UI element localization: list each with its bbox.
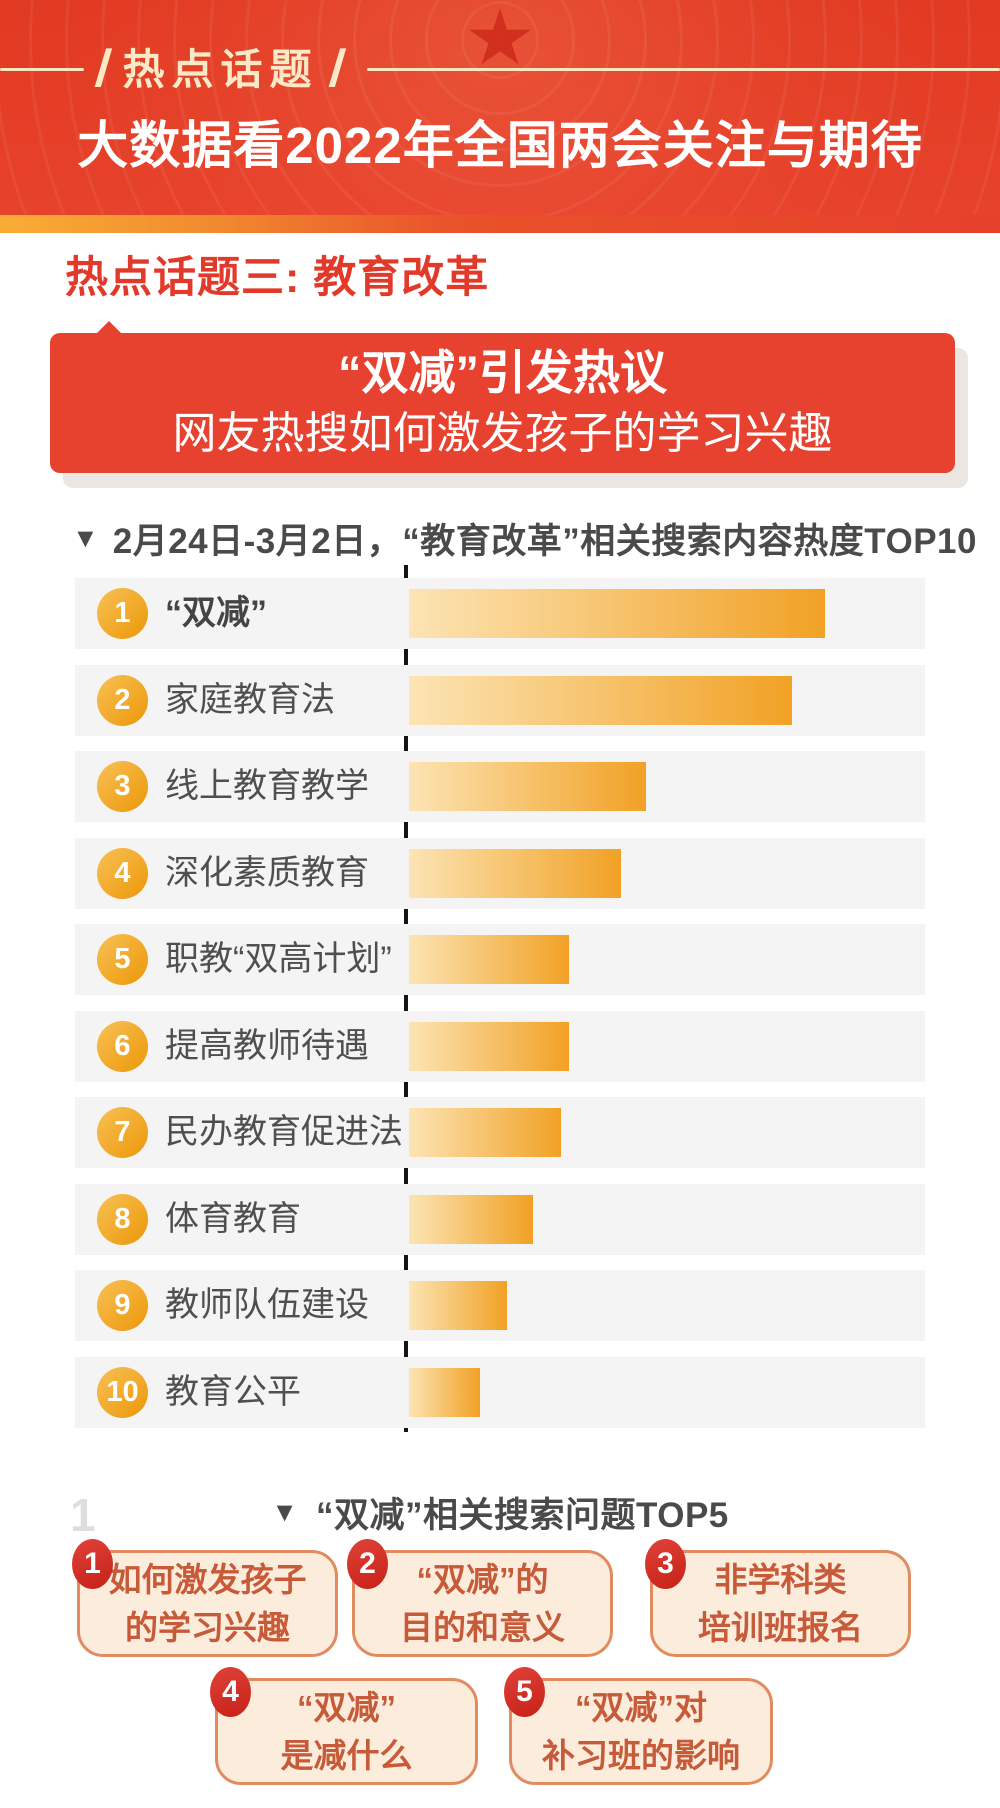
chart-row: 5 职教“双高计划”	[75, 924, 925, 995]
question-card: 2 “双减”的 目的和意义	[347, 1539, 613, 1657]
rank-badge: 9	[97, 1280, 148, 1331]
heat-bar	[409, 935, 569, 984]
heat-bar	[409, 676, 792, 725]
heat-bar	[409, 762, 646, 811]
slash-decoration: /	[92, 40, 114, 98]
section-title: 热点话题三: 教育改革	[65, 254, 490, 302]
tagline-label: 热点话题	[122, 46, 319, 93]
callout-subline: 网友热搜如何激发孩子的学习兴趣	[172, 408, 833, 458]
chart-row: 4 深化素质教育	[75, 838, 925, 909]
row-label: 职教“双高计划”	[165, 940, 392, 978]
row-label: 家庭教育法	[165, 681, 335, 719]
rank-badge: 6	[97, 1021, 148, 1072]
question-card: 5 “双减”对 补习班的影响	[504, 1667, 773, 1785]
chart-title-text: 2月24日-3月2日，“教育改革”相关搜索内容热度TOP10	[112, 522, 977, 561]
question-rank-badge: 1	[72, 1539, 113, 1589]
question-rank-badge: 4	[210, 1667, 251, 1717]
triangle-marker-icon: ▼	[271, 1497, 298, 1527]
question-card: 3 非学科类 培训班报名	[645, 1539, 911, 1657]
header: / 热点话题 / 大数据看2022年全国两会关注与期待	[0, 0, 1000, 215]
question-text: 非学科类 培训班报名	[698, 1560, 863, 1646]
heat-bar	[409, 1022, 569, 1071]
row-label: 体育教育	[165, 1200, 301, 1238]
callout-pointer	[96, 321, 122, 334]
question-card: 1 如何激发孩子 的学习兴趣	[72, 1539, 338, 1657]
rank-badge: 4	[97, 848, 148, 899]
page-title: 大数据看2022年全国两会关注与期待	[77, 117, 923, 174]
questions-title-text: “双减”相关搜索问题TOP5	[315, 1496, 729, 1535]
question-rank-badge: 3	[645, 1539, 686, 1589]
faint-watermark: 1	[70, 1489, 96, 1541]
gradient-stripe	[0, 215, 1000, 233]
question-text: “双减”对 补习班的影响	[542, 1688, 740, 1774]
rank-badge: 2	[97, 675, 148, 726]
chart-row: 10 教育公平	[75, 1357, 925, 1428]
triangle-marker-icon: ▼	[72, 523, 99, 553]
chart-row: 8 体育教育	[75, 1184, 925, 1255]
tagline-row: / 热点话题 /	[0, 40, 1000, 98]
heat-bar	[409, 1108, 561, 1157]
chart-row: 2 家庭教育法	[75, 665, 925, 736]
rank-badge: 5	[97, 934, 148, 985]
callout-banner: “双减”引发热议 网友热搜如何激发孩子的学习兴趣	[50, 321, 955, 473]
questions-title: ▼ “双减”相关搜索问题TOP5	[0, 1487, 1000, 1538]
chart-row: 1 “双减”	[75, 578, 925, 649]
chart-title: ▼ 2月24日-3月2日，“教育改革”相关搜索内容热度TOP10	[72, 513, 977, 564]
row-label: 深化素质教育	[165, 854, 369, 892]
row-label: 提高教师待遇	[165, 1027, 369, 1065]
rank-badge: 3	[97, 761, 148, 812]
question-text: “双减”的 目的和意义	[400, 1560, 565, 1646]
chart-row: 9 教师队伍建设	[75, 1270, 925, 1341]
chart-row: 3 线上教育教学	[75, 751, 925, 822]
rank-badge: 1	[97, 588, 148, 639]
question-rank-badge: 2	[347, 1539, 388, 1589]
slash-decoration: /	[327, 40, 348, 98]
chart-row: 7 民办教育促进法	[75, 1097, 925, 1168]
heat-bar	[409, 1195, 533, 1244]
divider-line-left	[0, 67, 84, 71]
callout-headline: “双减”引发热议	[338, 346, 667, 400]
question-rank-badge: 5	[504, 1667, 545, 1717]
heat-bar	[409, 589, 825, 638]
question-text: “双减” 是减什么	[280, 1688, 413, 1774]
heat-bar	[409, 849, 621, 898]
row-label: “双减”	[165, 594, 267, 632]
row-label: 民办教育促进法	[165, 1113, 403, 1151]
rank-badge: 8	[97, 1194, 148, 1245]
heat-bar	[409, 1281, 507, 1330]
question-text: 如何激发孩子 的学习兴趣	[108, 1560, 307, 1646]
question-card: 4 “双减” 是减什么	[210, 1667, 478, 1785]
chart-row: 6 提高教师待遇	[75, 1011, 925, 1082]
rank-badge: 7	[97, 1107, 148, 1158]
divider-line-right	[366, 67, 1000, 71]
row-label: 教师队伍建设	[165, 1286, 369, 1324]
heat-bar	[409, 1368, 480, 1417]
row-label: 教育公平	[165, 1373, 301, 1411]
row-label: 线上教育教学	[165, 767, 369, 805]
rank-badge: 10	[97, 1367, 148, 1418]
chart-axis-line	[404, 565, 408, 1432]
